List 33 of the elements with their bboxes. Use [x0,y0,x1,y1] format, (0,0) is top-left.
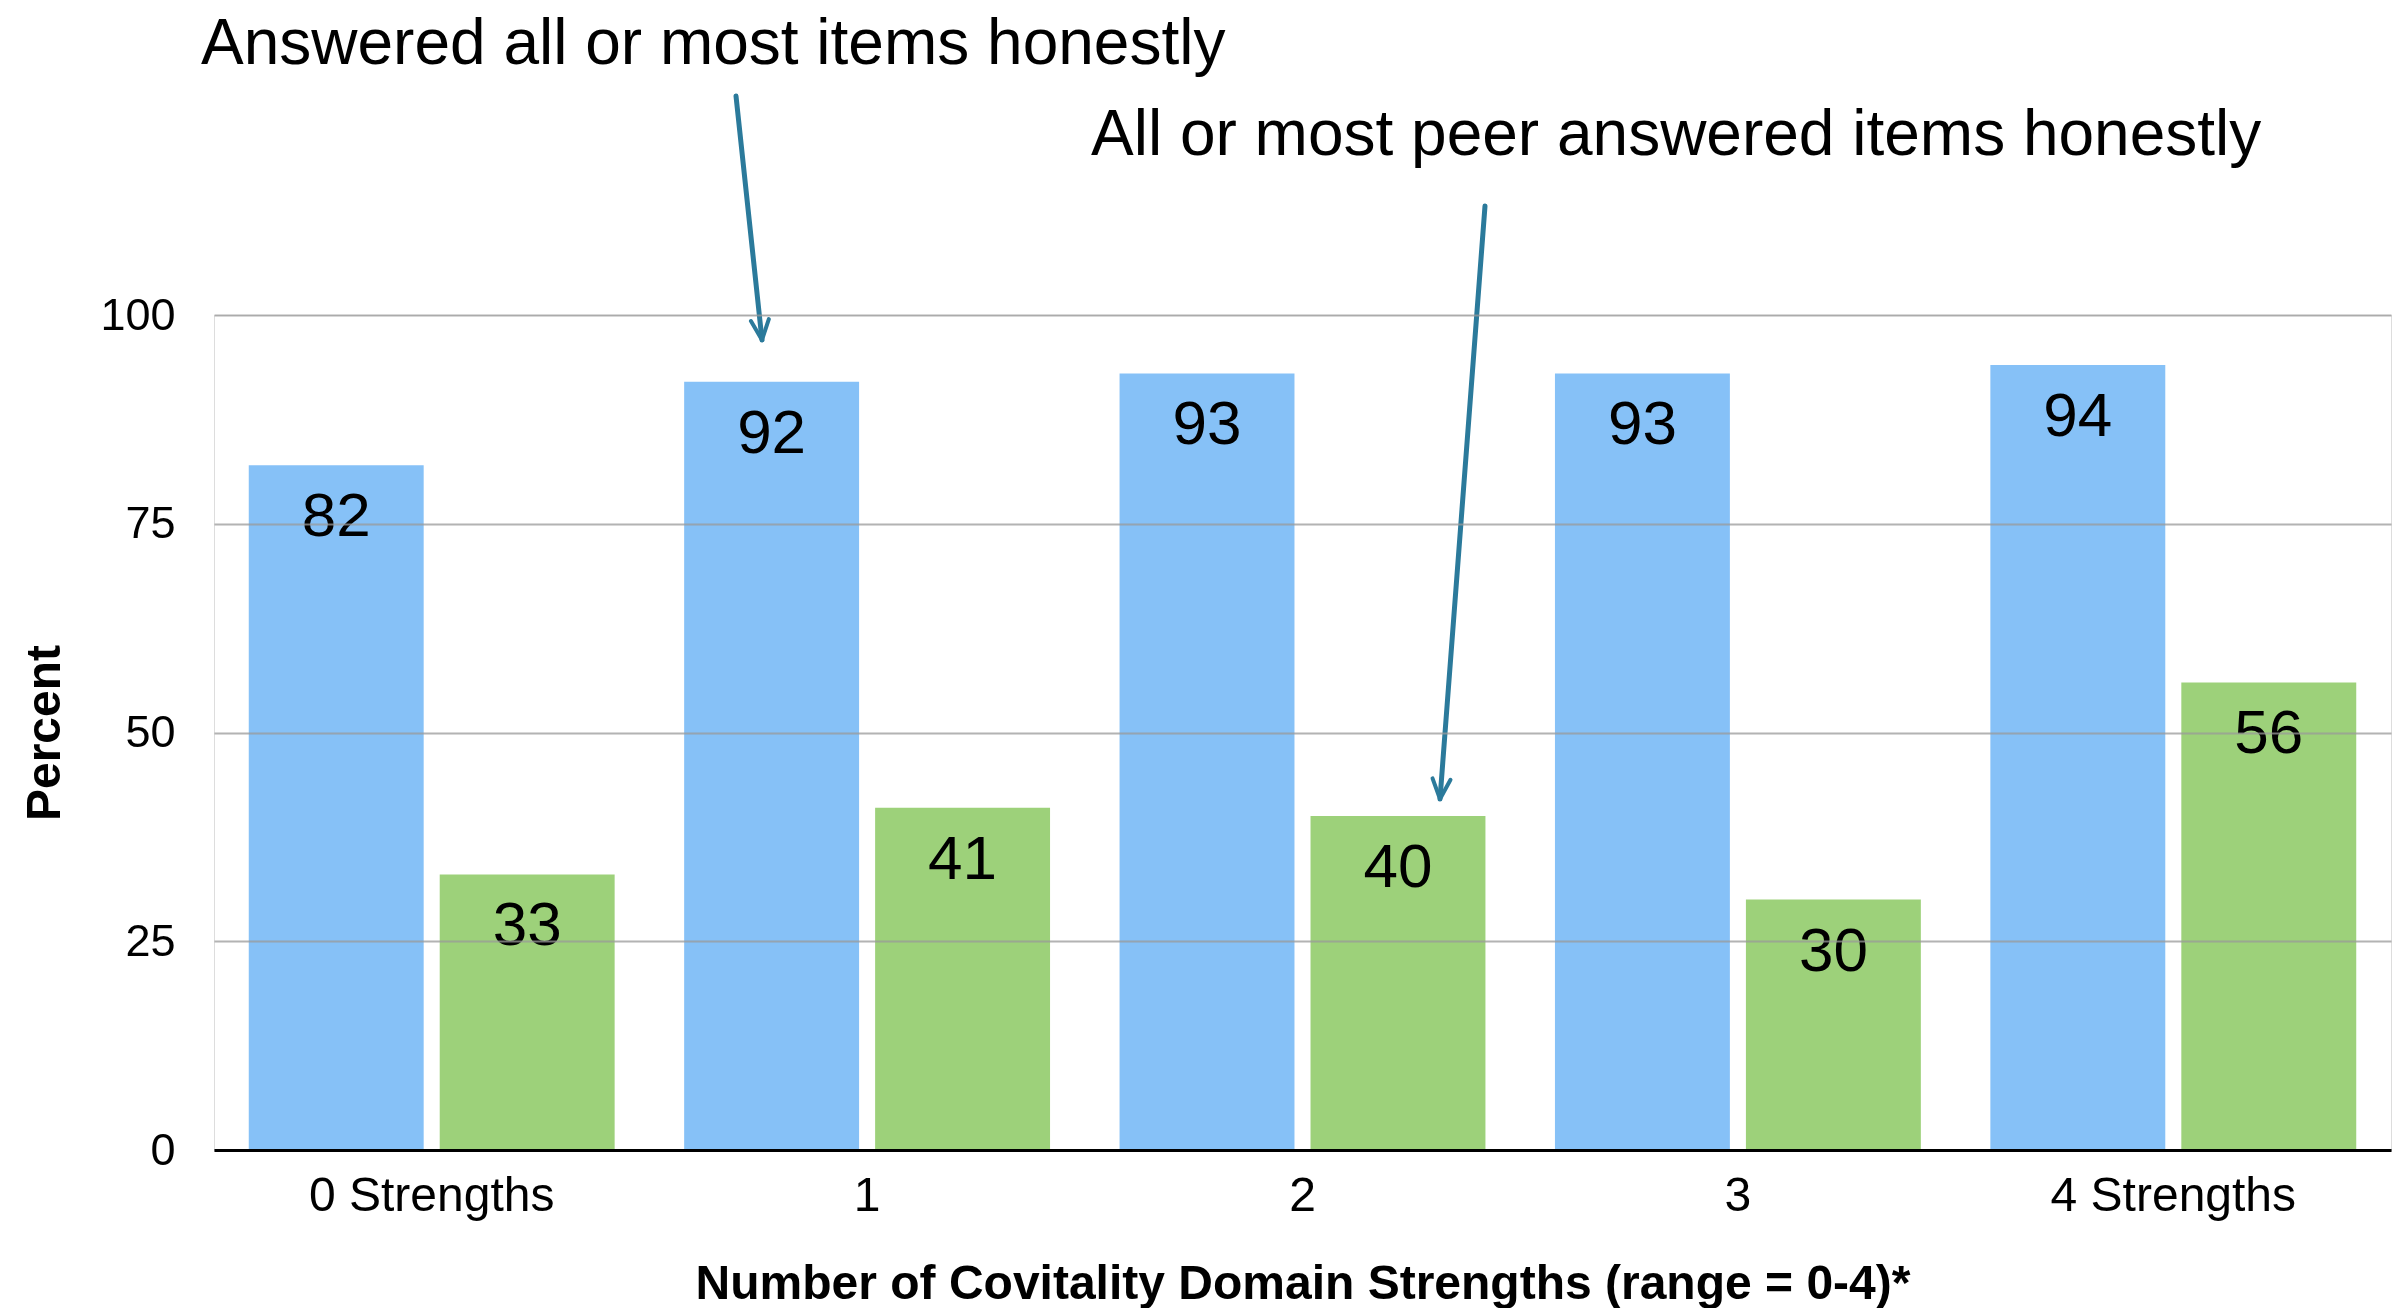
bar [1554,373,1730,1150]
x-tick-label: 3 [1724,1167,1752,1221]
y-tick-label: 100 [100,288,176,340]
bar [1310,816,1486,1150]
data-label: 92 [737,396,807,466]
bar [684,381,860,1150]
bar [1745,899,1921,1150]
data-label: 82 [301,480,371,550]
data-label: 30 [1798,914,1868,984]
text: All or most peer answered items honestly [1091,97,2262,169]
bar [1990,365,2166,1150]
data-label: 41 [928,822,998,892]
x-tick-label: 0 Strengths [308,1167,555,1221]
data-label: 33 [492,889,562,959]
bar [875,807,1051,1150]
bar [2181,682,2357,1150]
y-tick-label: 25 [125,914,176,966]
y-tick-label: 50 [125,706,176,757]
bar [439,874,615,1150]
x-tick-label: 1 [853,1167,881,1221]
data-label: 56 [2234,697,2304,767]
data-label: 40 [1363,831,1433,900]
bar [248,465,424,1150]
y-axis-title: Percent [17,644,71,822]
x-tick-label: 2 [1289,1167,1316,1221]
bar [1119,373,1295,1150]
y-tick-label: 75 [125,497,176,549]
data-label: 94 [2043,380,2113,450]
data-label: 93 [1607,388,1677,458]
y-tick-label: 0 [150,1123,176,1175]
x-tick-label: 4 Strengths [2050,1167,2297,1221]
data-label: 93 [1172,388,1242,458]
text: Answered all or most items honestly [201,6,1226,78]
